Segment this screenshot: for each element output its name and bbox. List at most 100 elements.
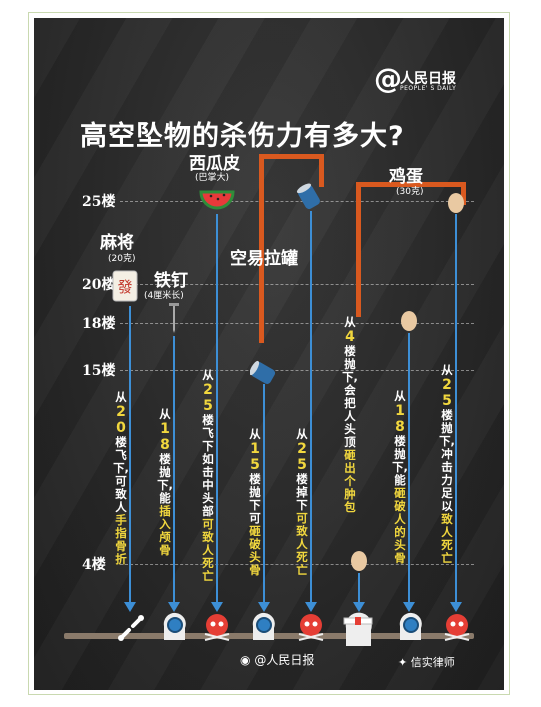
egg-name: 鸡蛋 (389, 167, 423, 187)
caption-egg4: 从 4 楼抛下,会把人头顶砸出个肿包 (342, 316, 358, 514)
caption-can25-num: 25 (297, 441, 307, 473)
floor-line-25 (120, 201, 474, 202)
skull-icon-can (296, 612, 326, 646)
weibo-source-label: @人民日报 (254, 653, 315, 667)
can-name: 空易拉罐 (230, 249, 298, 269)
caption-watermelon-num: 25 (203, 382, 213, 414)
wechat-icon: ✦ (398, 656, 408, 669)
caption-egg4-mid: 楼抛下,会把人头顶 (342, 344, 358, 449)
caption-egg4-num: 4 (345, 329, 355, 345)
head-scan-icon-can (247, 610, 279, 648)
caption-mahjong-pre: 从 (115, 390, 127, 404)
caption-watermelon-highlight: 可致人死亡 (202, 517, 214, 583)
nail-name: 铁钉 (154, 271, 188, 291)
caption-can15-num: 15 (250, 441, 260, 473)
head-scan-icon-egg (394, 610, 426, 648)
egg-weight: (30克) (396, 187, 424, 197)
watermelon-drop-line (216, 214, 218, 606)
caption-egg18-highlight: 砸破人的头骨 (394, 486, 406, 565)
floor-line-18 (120, 323, 474, 324)
can-icon-25 (296, 183, 322, 215)
nail-length: (4厘米长) (144, 291, 184, 301)
caption-watermelon-pre: 从 (202, 368, 214, 382)
egg-icon-25 (447, 192, 465, 218)
floor-label-4: 4楼 (82, 557, 106, 573)
caption-can15-pre: 从 (249, 427, 261, 441)
caption-egg18-num: 18 (395, 403, 405, 435)
watermelon-size: (巴掌大) (195, 173, 230, 183)
wechat-watermark: ✦ 信实律师 (398, 654, 455, 670)
caption-mahjong-mid: 楼飞下,可致人 (113, 435, 129, 514)
floor-line-15 (120, 370, 474, 371)
mahjong-name: 麻将 (100, 233, 134, 253)
mahjong-tile-icon: 發 (112, 270, 138, 306)
head-scan-icon-nail (158, 610, 190, 648)
caption-can25-pre: 从 (296, 427, 308, 441)
caption-egg4-pre: 从 (344, 315, 356, 329)
wechat-watermark-label: 信实律师 (410, 656, 455, 669)
caption-nail: 从 18 楼抛下,能插入颅骨 (157, 408, 173, 557)
caption-can15-highlight: 砸破头骨 (249, 524, 261, 577)
egg-icon-4 (350, 550, 368, 576)
caption-watermelon-mid: 楼飞下如击中头部 (202, 413, 214, 518)
caption-nail-pre: 从 (159, 407, 171, 421)
can25-arrow-icon (305, 602, 317, 612)
weibo-icon: ◉ (240, 653, 251, 667)
mahjong-drop-line (129, 306, 131, 606)
caption-egg4-highlight: 砸出个肿包 (344, 448, 356, 514)
egg25-drop-line (455, 214, 457, 606)
caption-nail-num: 18 (160, 421, 170, 453)
bandaged-head-icon (340, 608, 376, 652)
caption-egg25-mid: 楼抛下,冲击力足以 (439, 408, 455, 513)
can25-drop-line (310, 211, 312, 606)
egg18-drop-line (408, 333, 410, 606)
logo-name: 人民日报 (400, 71, 456, 87)
skull-icon-egg (442, 612, 472, 646)
floor-line-20 (120, 284, 474, 285)
caption-egg25-num: 25 (442, 377, 452, 409)
watermelon-arrow-icon (211, 602, 223, 612)
background-stripes (34, 18, 504, 690)
egg4-drop-line (358, 573, 360, 606)
caption-egg25: 从 25 楼抛下,冲击力足以致人死亡 (439, 364, 455, 565)
skull-icon-watermelon (202, 612, 232, 646)
caption-mahjong-num: 20 (116, 404, 126, 436)
caption-egg25-highlight: 致人死亡 (441, 512, 453, 565)
caption-egg18-mid: 楼抛下,能 (392, 434, 408, 487)
caption-mahjong-highlight: 手指骨折 (115, 513, 127, 566)
caption-can15-mid: 楼抛下可 (249, 472, 261, 525)
caption-mahjong: 从 20 楼飞下,可致人手指骨折 (113, 391, 129, 566)
can-icon-15 (249, 360, 276, 390)
caption-nail-highlight: 插入颅骨 (159, 504, 171, 557)
logo-at-symbol: @ (374, 62, 402, 95)
logo-english: PEOPLE' S DAILY (400, 85, 457, 92)
caption-can25: 从 25 楼掉下可致人死亡 (294, 428, 310, 577)
infographic-poster: @ 人民日报 PEOPLE' S DAILY 高空坠物的杀伤力有多大? 25楼 … (34, 18, 504, 690)
caption-egg18-pre: 从 (394, 389, 406, 403)
mahjong-arrow-icon (124, 602, 136, 612)
can-connector-top (259, 154, 324, 187)
watermelon-icon (199, 188, 235, 214)
weibo-source: ◉ @人民日报 (240, 651, 314, 668)
can15-arrow-icon (258, 602, 270, 612)
floor-label-18: 18楼 (82, 316, 116, 332)
mahjong-weight: (20克) (108, 254, 136, 264)
nail-drop-line (173, 336, 175, 606)
page-title: 高空坠物的杀伤力有多大? (80, 121, 405, 152)
egg18-arrow-icon (403, 602, 415, 612)
broken-bone-icon (116, 613, 146, 647)
caption-can15: 从 15 楼抛下可砸破头骨 (247, 428, 263, 577)
egg-connector-top (356, 182, 466, 205)
caption-can25-highlight: 可致人死亡 (296, 511, 308, 577)
floor-label-20: 20楼 (82, 277, 116, 293)
nail-arrow-icon (168, 602, 180, 612)
svg-text:發: 發 (117, 278, 132, 296)
floor-line-4 (120, 564, 474, 565)
caption-egg25-pre: 从 (441, 363, 453, 377)
caption-can25-mid: 楼掉下 (296, 472, 308, 512)
egg-icon-18 (400, 310, 418, 336)
caption-egg18: 从 18 楼抛下,能砸破人的头骨 (392, 390, 408, 565)
watermelon-name: 西瓜皮 (189, 154, 240, 174)
caption-nail-mid: 楼抛下,能 (157, 452, 173, 505)
egg25-arrow-icon (450, 602, 462, 612)
